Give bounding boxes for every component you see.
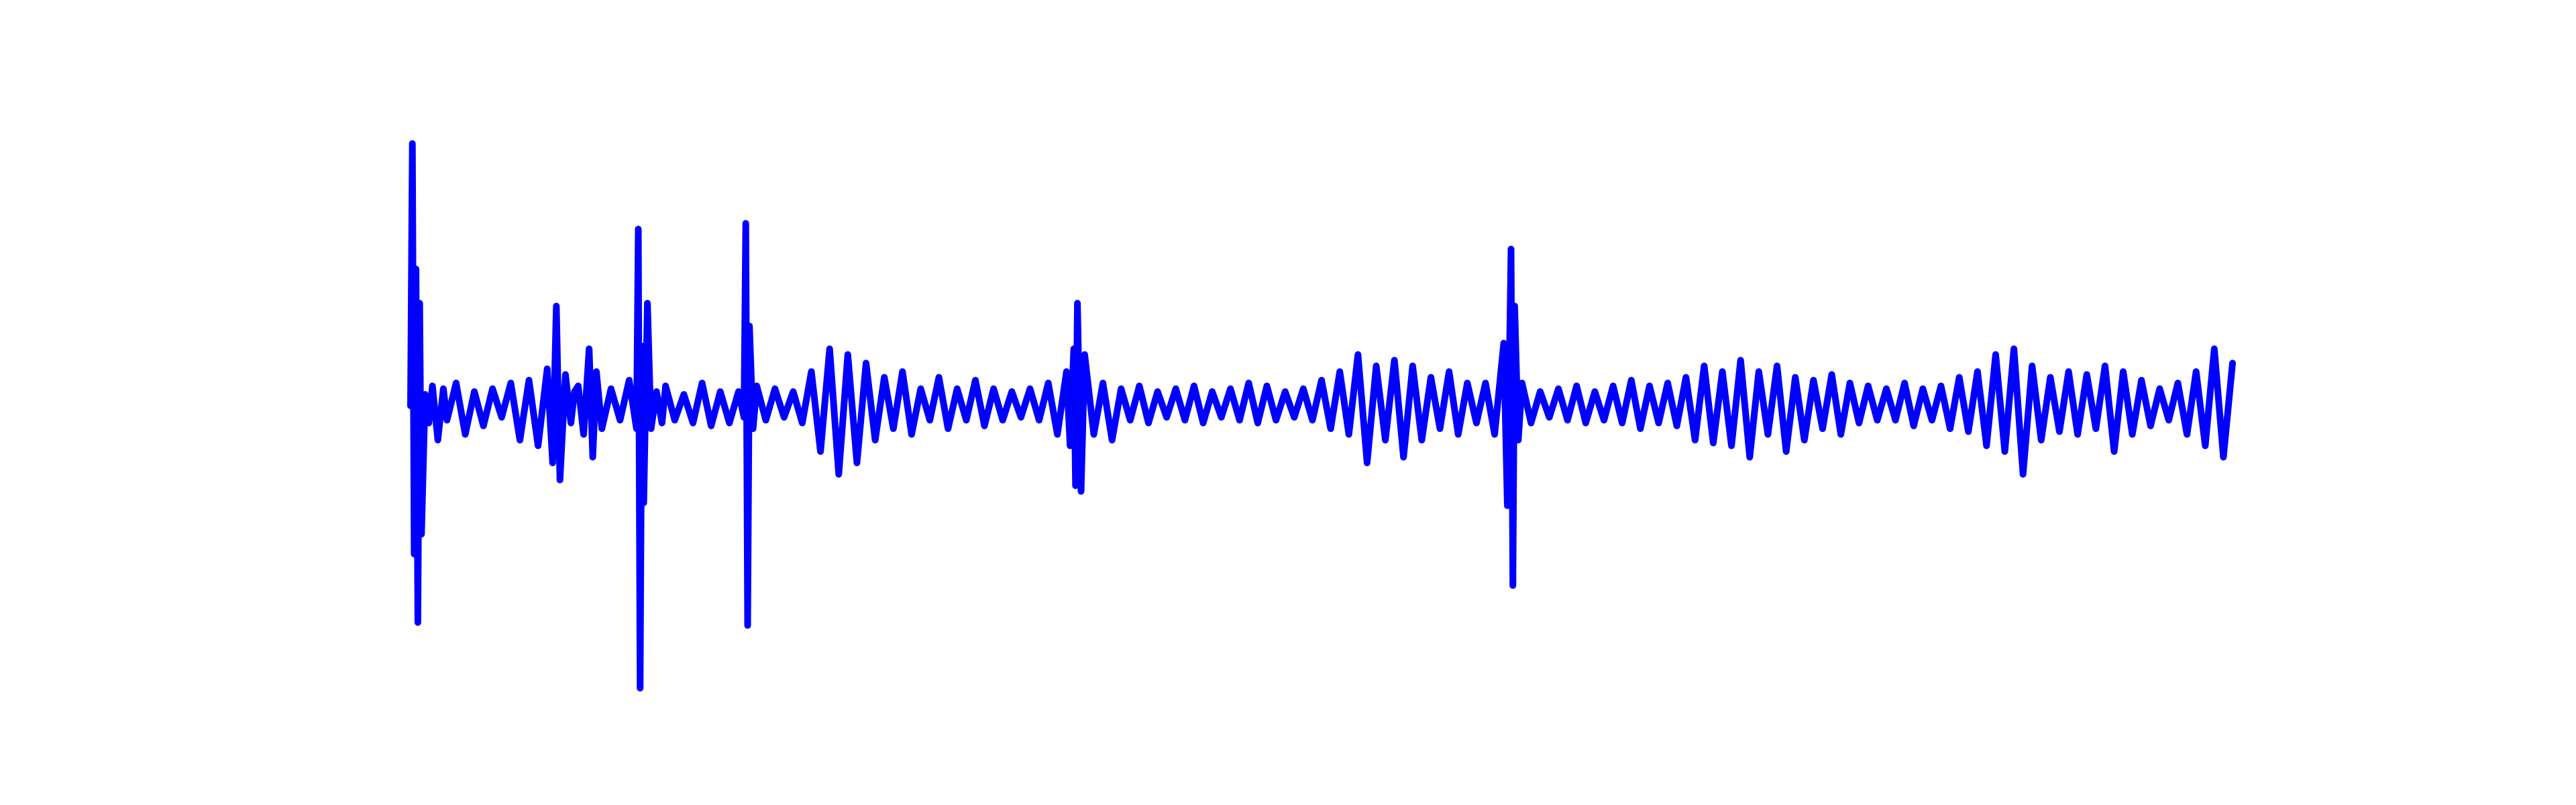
- series-layer: [407, 140, 2236, 692]
- series-line-0: [407, 140, 2236, 692]
